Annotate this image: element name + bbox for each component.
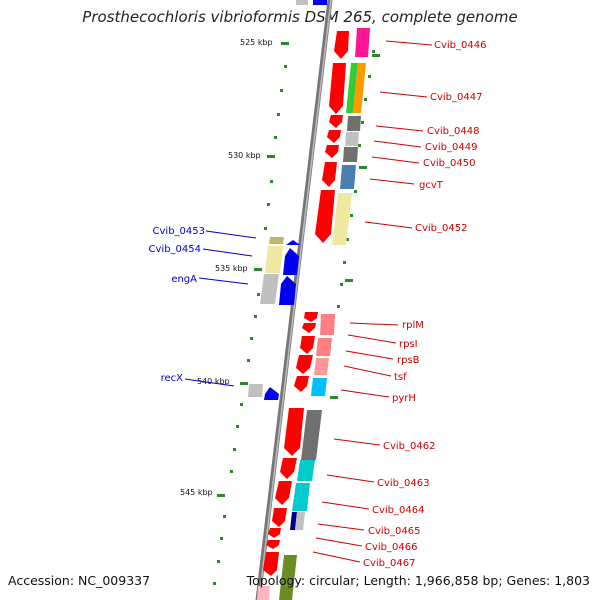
gene-arrow-tsf — [296, 355, 313, 374]
gene-arrow-cvib0462 — [284, 408, 304, 456]
right-leader-lines — [312, 40, 433, 563]
scale-ticks — [217, 42, 380, 497]
gene-label-rplm[interactable]: rplM — [402, 320, 424, 331]
gene-label-recx[interactable]: recX — [161, 373, 184, 384]
category-bar-cvib0454 — [265, 246, 283, 273]
gene-label-pyrh[interactable]: pyrH — [392, 393, 416, 404]
gene-label-cvib0454[interactable]: Cvib_0454 — [149, 244, 201, 255]
gene-label-gcvt[interactable]: gcvT — [419, 180, 444, 191]
category-bar-cvib0468 — [279, 555, 297, 600]
gene-label-enga[interactable]: engA — [171, 274, 197, 285]
gene-label-cvib0446[interactable]: Cvib_0446 — [434, 40, 486, 51]
gene-label-tsf[interactable]: tsf — [394, 372, 407, 383]
gene-label-cvib0447[interactable]: Cvib_0447 — [430, 92, 482, 103]
gene-arrow-cvib0465 — [272, 508, 287, 527]
gene-arrow-cvib0468 — [263, 552, 279, 576]
scale-dots — [213, 50, 375, 585]
gene-label-rpsi[interactable]: rpsI — [399, 339, 418, 350]
scale-label-535: 535 kbp — [215, 264, 248, 273]
category-bar-cvib0452 — [332, 193, 352, 245]
gene-arrow-cvib0466 — [268, 528, 281, 538]
gene-arrow-cvib0449 — [327, 130, 341, 143]
gene-arrow-cvib0447 — [329, 63, 346, 114]
forward-strand-genes — [263, 31, 349, 576]
gene-label-cvib0453[interactable]: Cvib_0453 — [153, 226, 205, 237]
category-bar-cvib0463 — [297, 460, 315, 481]
gene-arrow-rpsb — [300, 336, 315, 354]
gene-arrow-enga — [279, 276, 296, 305]
category-bar-rplm — [320, 314, 335, 335]
category-bar-rpsb — [316, 338, 332, 356]
gene-arrow-rplm — [304, 312, 318, 322]
genome-title: Prosthecochloris vibrioformis DSM 265, c… — [82, 8, 518, 26]
category-bar-cvib0448 — [347, 116, 361, 131]
gene-label-cvib0452[interactable]: Cvib_0452 — [415, 223, 467, 234]
category-bar-cvib0462 — [301, 410, 322, 460]
category-bar-cvib0447-a — [346, 63, 358, 113]
category-bar-cvib0465-a — [290, 512, 297, 530]
category-bar-pyrh — [311, 378, 327, 396]
category-bar-recx — [248, 384, 263, 397]
gene-arrow-cvib0452 — [315, 190, 335, 243]
gene-arrow-cvib0446 — [334, 31, 349, 59]
gene-arrow-rpsi — [302, 323, 316, 333]
scale-label-530: 530 kbp — [228, 151, 261, 160]
gene-label-cvib0462[interactable]: Cvib_0462 — [383, 441, 435, 452]
gene-arrow-cvib0467 — [266, 540, 280, 549]
category-bar-cvib0449 — [345, 132, 359, 146]
category-bar-enga — [260, 274, 279, 304]
gene-label-cvib0465[interactable]: Cvib_0465 — [368, 526, 420, 537]
gene-arrow-cvib0464 — [275, 481, 292, 505]
scale-label-545: 545 kbp — [180, 488, 213, 497]
gene-label-cvib0466[interactable]: Cvib_0466 — [365, 542, 417, 553]
gene-label-cvib0449[interactable]: Cvib_0449 — [425, 142, 477, 153]
category-bar-cvib0447-b — [353, 63, 366, 113]
genome-summary-text: Topology: circular; Length: 1,966,858 bp… — [246, 573, 590, 588]
category-bars — [257, 28, 370, 600]
gene-arrow-cvib0463 — [280, 458, 297, 479]
gene-arrow-cvib0453 — [286, 240, 300, 245]
accession-text: Accession: NC_009337 — [8, 573, 151, 588]
gene-label-rpsb[interactable]: rpsB — [397, 355, 420, 366]
gene-label-cvib0450[interactable]: Cvib_0450 — [423, 158, 475, 169]
gene-arrow-recx — [264, 387, 279, 400]
category-bar-cvib0464 — [292, 483, 310, 511]
category-bar-gcvt — [340, 165, 356, 189]
gene-label-cvib0464[interactable]: Cvib_0464 — [372, 505, 424, 516]
gene-label-cvib0467[interactable]: Cvib_0467 — [363, 558, 415, 569]
gene-arrow-cvib0448 — [329, 115, 343, 128]
gene-arrow-top-reverse — [313, 0, 327, 5]
scale-label-525: 525 kbp — [240, 38, 273, 47]
category-bar-cvib0465-b — [295, 512, 305, 530]
scale-label-540: 540 kbp — [197, 377, 230, 386]
gene-arrow-cvib0450 — [325, 145, 339, 158]
gene-arrow-pyrh — [294, 376, 309, 392]
category-bar-cvib0453 — [269, 237, 284, 244]
reverse-strand-genes — [248, 0, 327, 400]
category-bar-cvib0446 — [355, 28, 370, 57]
gene-label-cvib0448[interactable]: Cvib_0448 — [427, 126, 479, 137]
gene-arrow-cvib0454 — [283, 248, 299, 275]
gene-arrow-gcvt — [322, 162, 337, 187]
category-bar-cvib0450 — [343, 147, 358, 162]
left-leader-lines — [184, 230, 257, 387]
category-bar-tsf — [314, 358, 329, 375]
category-bar-bottom — [257, 586, 270, 600]
gene-label-cvib0463[interactable]: Cvib_0463 — [377, 478, 429, 489]
